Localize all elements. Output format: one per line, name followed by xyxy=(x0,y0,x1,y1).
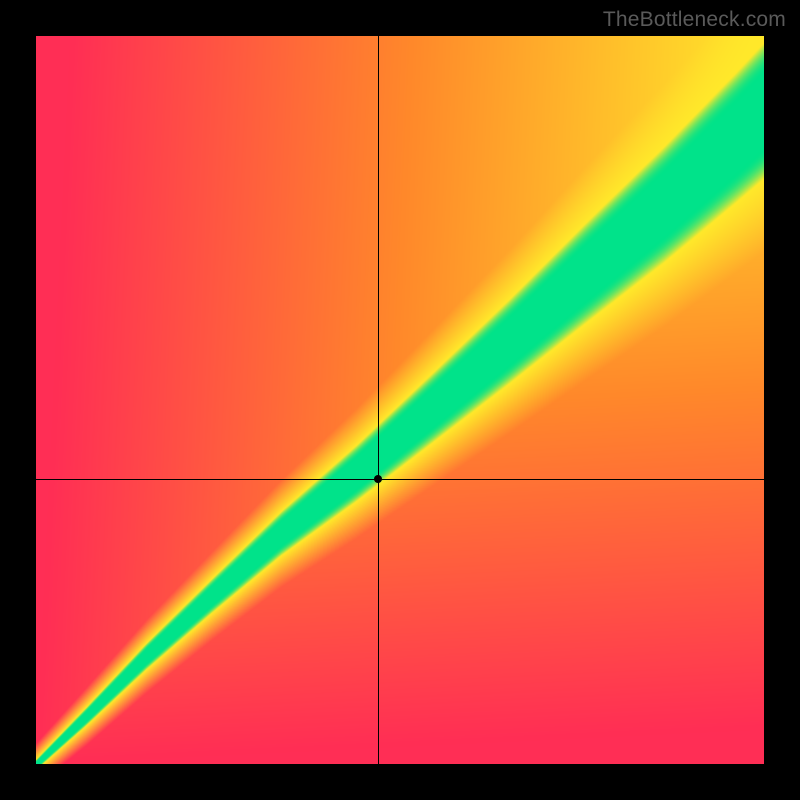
heatmap-canvas xyxy=(36,36,764,764)
crosshair-vertical xyxy=(378,36,379,764)
crosshair-point xyxy=(374,475,382,483)
heatmap-plot xyxy=(36,36,764,764)
watermark-text: TheBottleneck.com xyxy=(603,8,786,32)
crosshair-horizontal xyxy=(36,479,764,480)
